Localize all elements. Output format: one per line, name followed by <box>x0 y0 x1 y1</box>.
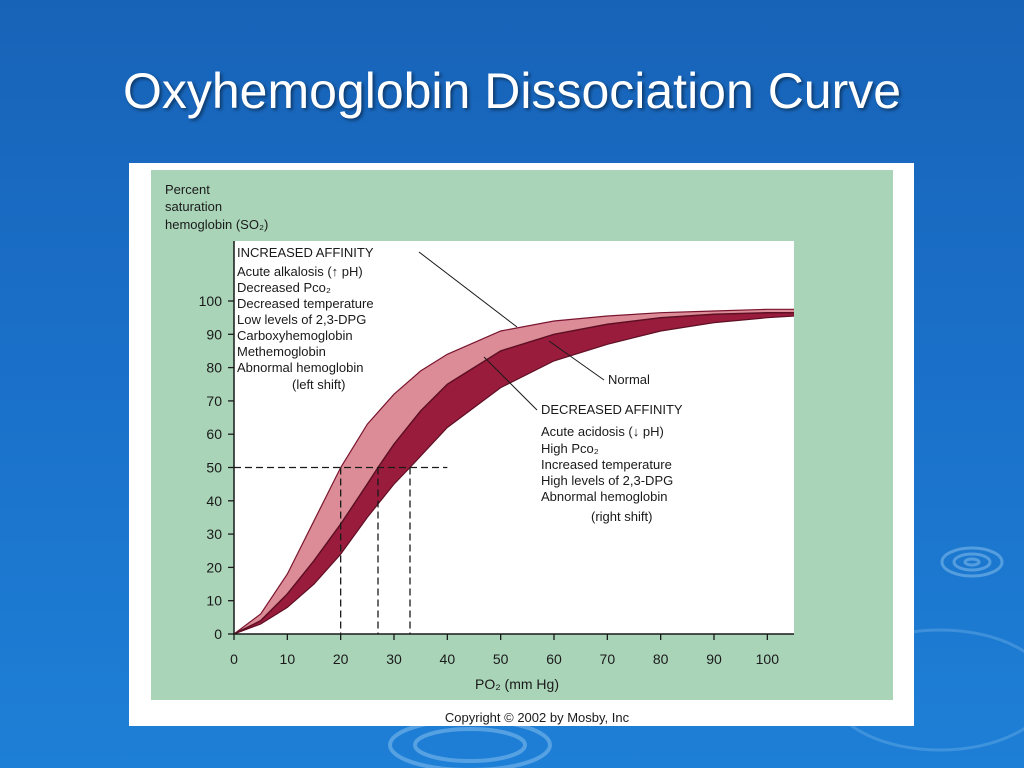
increased-affinity-item: Carboxyhemoglobin <box>237 328 353 343</box>
y-tick-label: 20 <box>206 559 222 575</box>
decreased-affinity-item: Increased temperature <box>541 457 672 472</box>
increased-affinity-leader <box>418 251 518 328</box>
right-shift-curve <box>233 315 795 635</box>
x-axis-label: PO₂ (mm Hg) <box>475 676 559 692</box>
increased-affinity-annotation: INCREASED AFFINITY Acute alkalosis (↑ pH… <box>237 245 374 392</box>
x-tick-label: 10 <box>280 651 296 667</box>
normal-curve-label: Normal <box>608 372 650 387</box>
x-tick-label: 50 <box>493 651 509 667</box>
y-axis-label-line: hemoglobin (SO₂) <box>165 217 268 232</box>
x-tick-label: 100 <box>756 651 780 667</box>
x-tick-label: 30 <box>386 651 402 667</box>
increased-affinity-footer: (left shift) <box>292 377 345 392</box>
normal-leader <box>548 340 605 381</box>
x-tick-label: 20 <box>333 651 349 667</box>
y-axis-label-line: saturation <box>165 199 222 214</box>
decreased-affinity-item: High levels of 2,3-DPG <box>541 473 673 488</box>
increased-affinity-item: Low levels of 2,3-DPG <box>237 312 366 327</box>
y-tick-label: 50 <box>206 460 222 476</box>
increased-affinity-item: Abnormal hemoglobin <box>237 360 363 375</box>
decreased-affinity-heading: DECREASED AFFINITY <box>541 402 683 417</box>
decreased-affinity-item: High Pco₂ <box>541 441 599 456</box>
left-shift-band <box>234 309 794 634</box>
increased-affinity-item: Decreased Pco₂ <box>237 280 331 295</box>
y-tick-label: 30 <box>206 526 222 542</box>
left-shift-curve <box>233 308 794 635</box>
y-tick-label: 0 <box>214 626 222 642</box>
slide-title: Oxyhemoglobin Dissociation Curve <box>122 63 902 119</box>
x-tick-label: 80 <box>653 651 669 667</box>
decreased-affinity-item: Acute acidosis (↓ pH) <box>541 424 664 439</box>
y-tick-label: 40 <box>206 493 222 509</box>
x-tick-label: 0 <box>230 651 238 667</box>
increased-affinity-item: Acute alkalosis (↑ pH) <box>237 264 363 279</box>
y-tick-label: 70 <box>206 393 222 409</box>
copyright-text: Copyright © 2002 by Mosby, Inc <box>445 710 630 725</box>
y-tick-label: 90 <box>206 326 222 342</box>
decreased-affinity-footer: (right shift) <box>591 509 652 524</box>
x-tick-label: 90 <box>706 651 722 667</box>
increased-affinity-heading: INCREASED AFFINITY <box>237 245 374 260</box>
decreased-affinity-leader <box>483 356 538 411</box>
y-axis-label-line: Percent <box>165 182 210 197</box>
decreased-affinity-item: Abnormal hemoglobin <box>541 489 667 504</box>
y-axis-label: Percent saturation hemoglobin (SO₂) <box>165 182 268 232</box>
dissociation-chart: Percent saturation hemoglobin (SO₂) 0 10 2… <box>151 170 893 725</box>
right-shift-band <box>234 312 794 634</box>
decreased-affinity-annotation: DECREASED AFFINITY Acute acidosis (↓ pH)… <box>541 402 683 524</box>
x-tick-label: 40 <box>440 651 456 667</box>
y-tick-label: 60 <box>206 426 222 442</box>
x-tick-label: 60 <box>546 651 562 667</box>
increased-affinity-item: Decreased temperature <box>237 296 374 311</box>
y-tick-label: 80 <box>206 360 222 376</box>
figure-frame: Percent saturation hemoglobin (SO₂) 0 10 2… <box>129 163 914 726</box>
normal-curve <box>233 311 794 635</box>
y-tick-label: 10 <box>206 593 222 609</box>
x-tick-label: 70 <box>600 651 616 667</box>
y-tick-label: 100 <box>199 293 223 309</box>
increased-affinity-item: Methemoglobin <box>237 344 326 359</box>
